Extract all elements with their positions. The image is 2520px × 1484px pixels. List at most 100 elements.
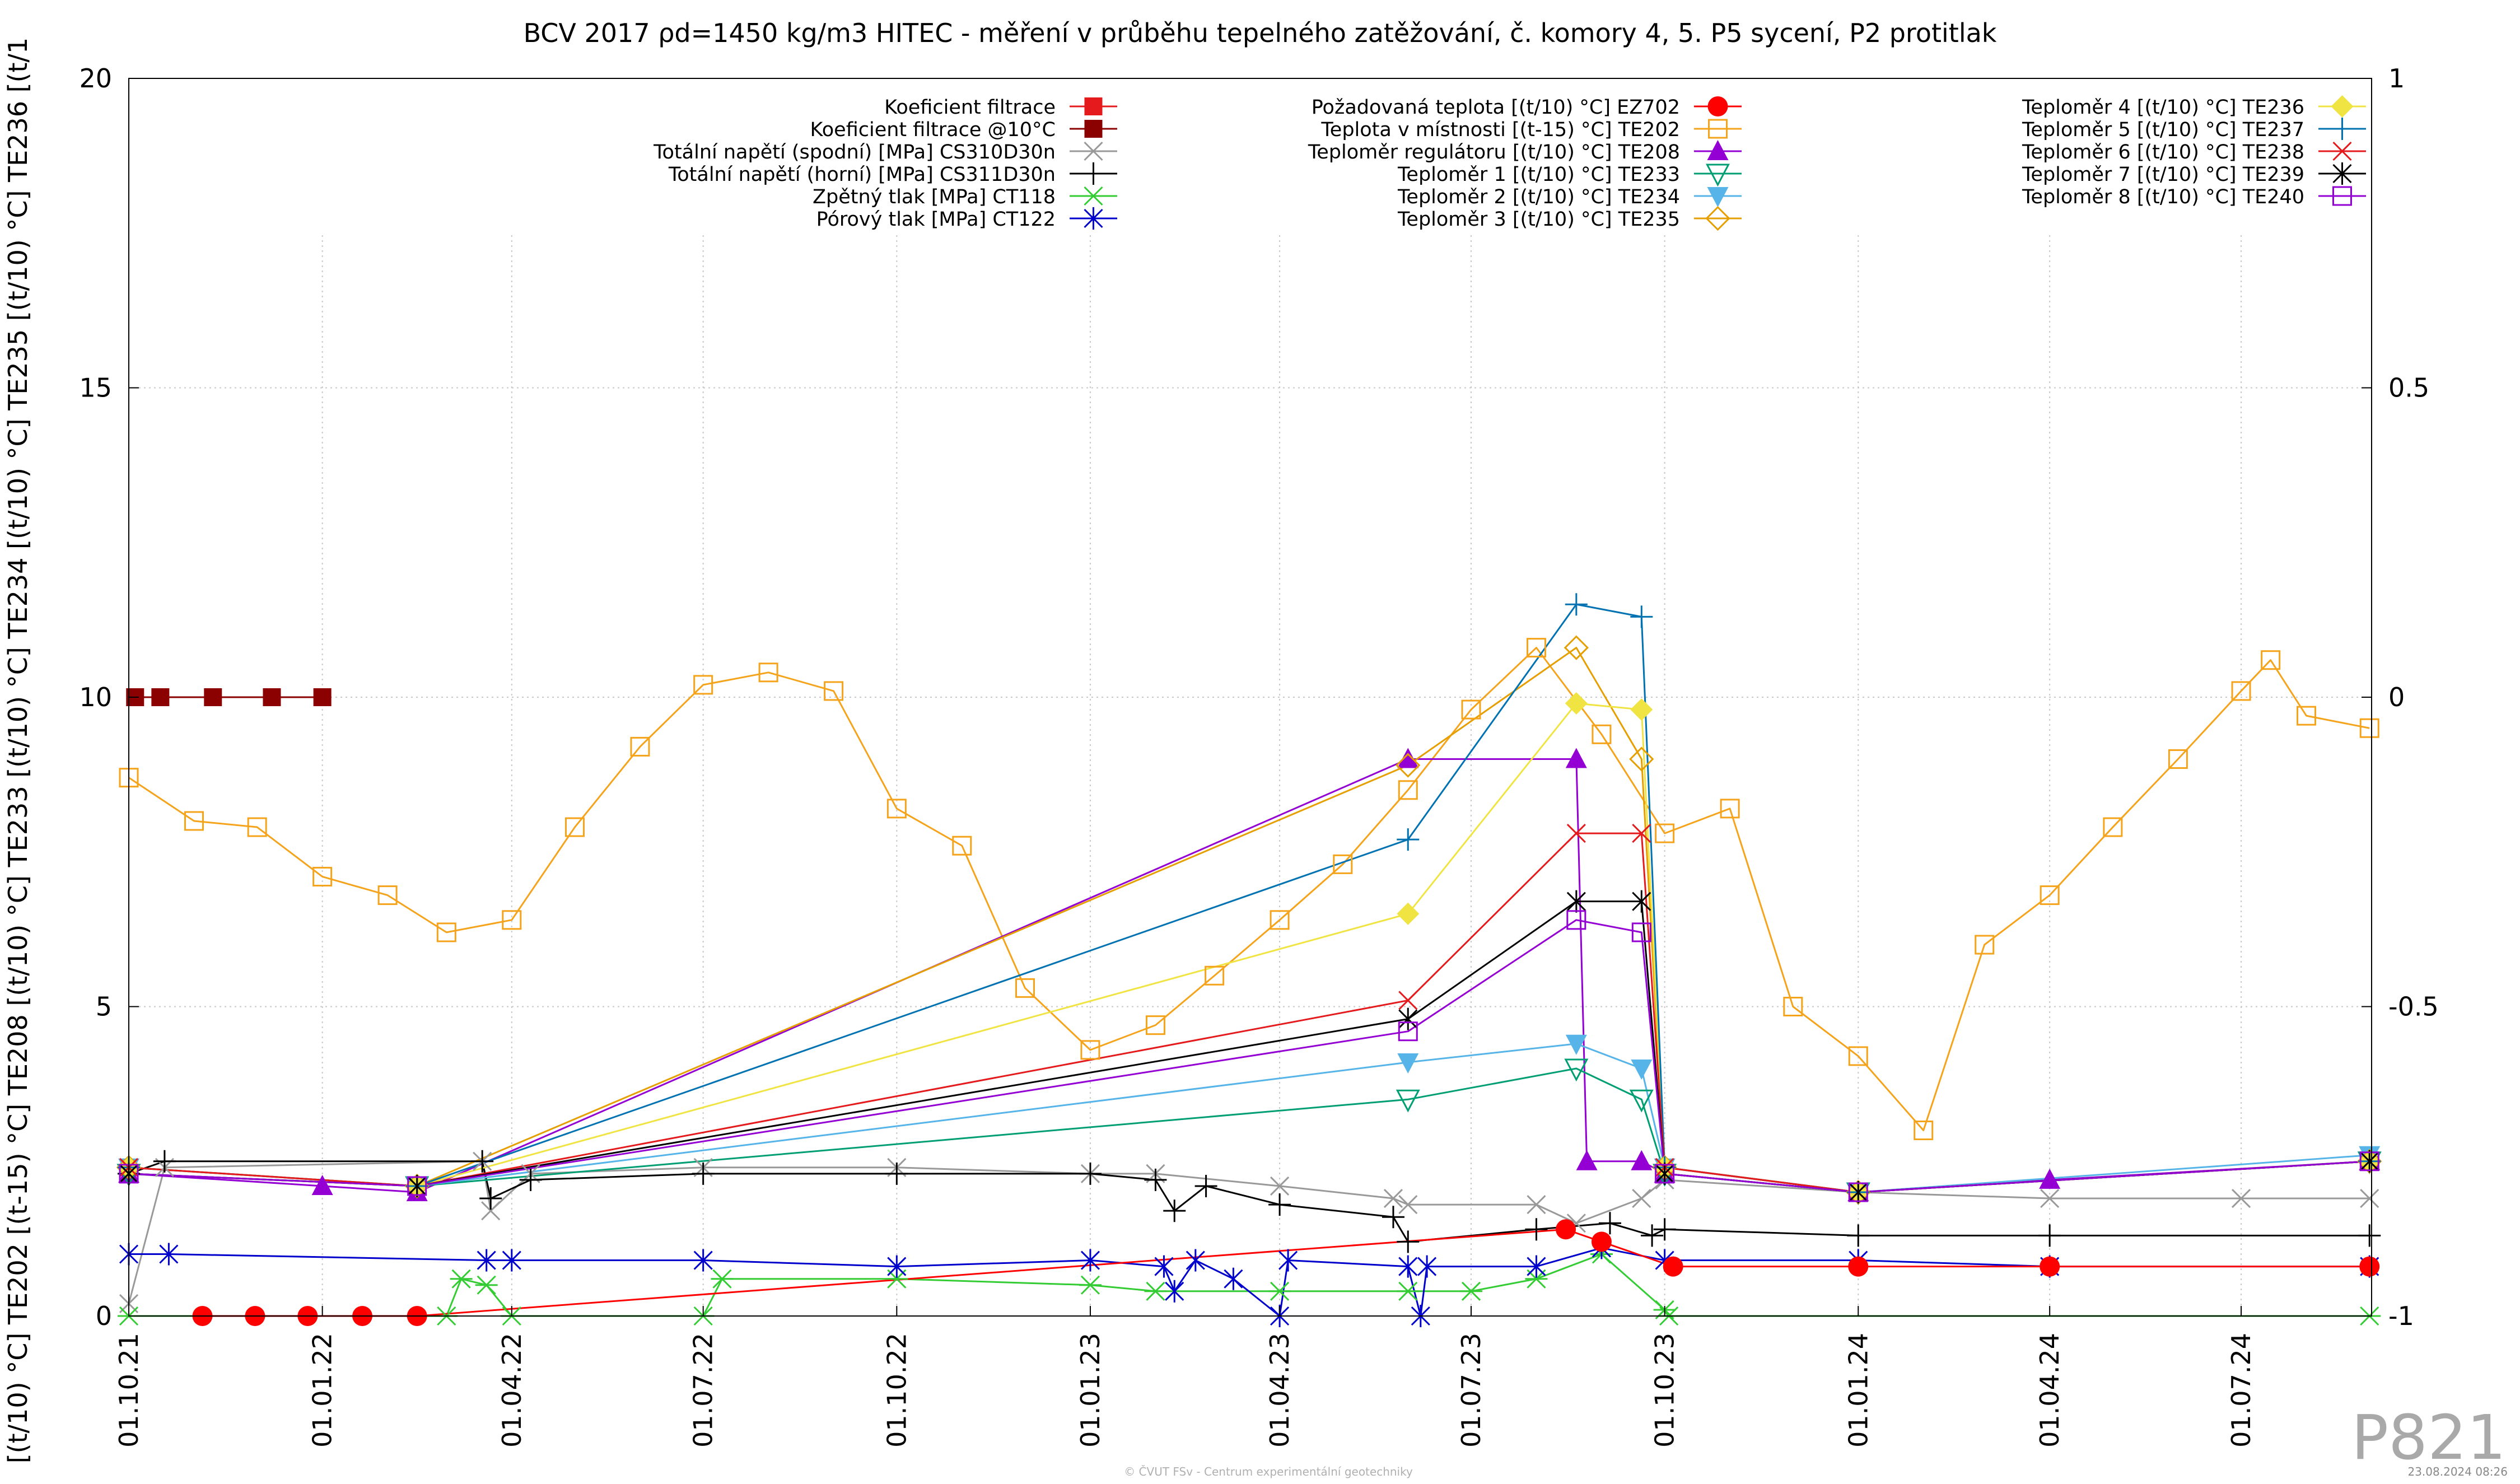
- legend-entry-6: Pórový tlak [MPa] CT122: [816, 207, 1117, 231]
- data-point-series-8-shape: [2040, 885, 2060, 906]
- data-point-series-8-shape: [1592, 724, 1612, 744]
- legend-swatch-marker-shape: [1707, 187, 1729, 207]
- data-point-series-17: [407, 1176, 427, 1196]
- data-point-series-8: [1205, 965, 1225, 986]
- legend-label: Koeficient filtrace: [884, 96, 1056, 119]
- legend-swatch-marker-shape: [1706, 164, 1730, 187]
- data-point-series-17-shape: [2359, 1151, 2379, 1172]
- y2-tick-label: 0.5: [2388, 373, 2429, 403]
- legend-swatch-marker: [2331, 95, 2354, 118]
- data-point-series-7-shape: [2359, 1256, 2380, 1277]
- data-point-series-2-shape: [263, 688, 281, 706]
- data-point-series-9: [1576, 1150, 1598, 1170]
- data-point-series-12: [1396, 753, 1421, 778]
- legend-entry-8: Teplota v místnosti [(t-15) °C] TE202: [1320, 119, 1742, 141]
- data-point-series-8: [1461, 699, 1481, 720]
- data-point-series-7-shape: [1591, 1231, 1612, 1252]
- legend-swatch-marker-shape: [2332, 186, 2352, 206]
- data-point-series-7-shape: [1663, 1256, 1683, 1277]
- data-point-series-3-stroke: [1383, 1188, 1403, 1208]
- data-point-series-11-shape: [1631, 1060, 1653, 1080]
- data-point-series-8: [2261, 650, 2281, 670]
- legend-swatch-marker: [1705, 206, 1730, 231]
- data-point-series-8-shape: [184, 811, 204, 831]
- data-point-series-10-shape: [1396, 1089, 1420, 1113]
- legend-swatch-marker-shape: [1705, 206, 1730, 231]
- data-point-series-13-shape: [1630, 698, 1653, 721]
- data-point-series-11-shape: [1565, 1034, 1587, 1055]
- data-point-series-4: [153, 1150, 176, 1173]
- chart-title: BCV 2017 ρd=1450 kg/m3 HITEC - měření v …: [524, 18, 1997, 48]
- data-point-series-8-shape: [377, 885, 398, 906]
- data-point-series-8-shape: [886, 799, 907, 819]
- data-point-series-8-shape: [312, 866, 333, 886]
- data-point-series-11: [1397, 1053, 1419, 1074]
- legend-swatch-marker-shape: [1084, 120, 1103, 138]
- legend-swatch-marker: [2332, 141, 2352, 161]
- legend-label: Teploměr 4 [(t/10) °C] TE236: [2022, 96, 2304, 119]
- legend-entry-1: Koeficient filtrace: [884, 96, 1117, 119]
- data-point-series-8-shape: [630, 736, 650, 757]
- x-tick-label: 01.07.22: [688, 1333, 718, 1448]
- series-line-6: [129, 1247, 2370, 1317]
- legend-entry-4: Totální napětí (horní) [MPa] CS311D30n: [668, 162, 1117, 186]
- data-point-series-2-shape: [151, 688, 170, 706]
- data-point-series-8: [693, 675, 713, 695]
- legend-label: Teploměr regulátoru [(t/10) °C] TE208: [1308, 141, 1680, 164]
- data-point-series-3-stroke: [1270, 1176, 1290, 1196]
- legend-label: Teploměr 8 [(t/10) °C] TE240: [2022, 186, 2304, 208]
- watermark: P821: [2351, 1402, 2506, 1473]
- legend-label: Teploměr 6 [(t/10) °C] TE238: [2022, 141, 2304, 164]
- data-point-series-9-shape: [1397, 748, 1419, 768]
- data-point-series-7: [1663, 1256, 1683, 1277]
- data-point-series-11: [1565, 1034, 1587, 1055]
- data-point-series-4: [692, 1162, 715, 1185]
- data-point-series-14: [1630, 605, 1653, 628]
- data-point-series-5: [1459, 1281, 1482, 1301]
- y-tick-label: 15: [79, 373, 112, 403]
- data-point-series-8-shape: [2297, 706, 2317, 726]
- data-point-series-8: [377, 885, 398, 906]
- data-point-series-8: [1914, 1121, 1934, 1140]
- data-point-series-4: [1382, 1206, 1404, 1229]
- data-point-series-13: [1630, 698, 1653, 721]
- data-point-series-14: [1565, 593, 1588, 616]
- data-point-series-13: [1565, 692, 1588, 715]
- data-point-series-4: [1268, 1193, 1291, 1216]
- legend-label: Totální napětí (spodní) [MPa] CS310D30n: [653, 141, 1056, 164]
- data-point-series-2: [263, 688, 281, 706]
- data-point-series-4: [2358, 1224, 2381, 1247]
- legend-entry-17: Teploměr 8 [(t/10) °C] TE240: [2022, 186, 2366, 208]
- data-point-series-3: [1527, 1195, 1546, 1215]
- data-point-series-8: [2040, 885, 2060, 906]
- y-tick-label: 10: [79, 682, 112, 712]
- data-point-series-8-shape: [1080, 1040, 1100, 1060]
- legend-swatch-marker-shape: [1708, 119, 1728, 139]
- data-point-series-8: [1592, 724, 1612, 744]
- data-point-series-8: [1975, 935, 1995, 955]
- data-point-series-8: [886, 799, 907, 819]
- data-point-series-8: [2297, 706, 2317, 726]
- data-point-series-5: [1268, 1281, 1291, 1301]
- data-point-series-17-shape: [407, 1176, 427, 1196]
- data-point-series-4: [2038, 1224, 2061, 1247]
- data-point-series-6: [477, 1249, 496, 1272]
- data-point-series-8-shape: [502, 910, 522, 930]
- data-point-series-16: [1655, 1162, 1674, 1185]
- data-point-series-7: [1591, 1231, 1612, 1252]
- data-point-series-6: [1417, 1255, 1437, 1278]
- data-point-series-8-shape: [1333, 854, 1353, 874]
- data-point-series-8-shape: [436, 922, 456, 942]
- data-point-series-10: [1629, 1089, 1654, 1113]
- legend-swatch-marker: [1082, 162, 1105, 185]
- legend-entry-12: Teploměr 3 [(t/10) °C] TE235: [1397, 206, 1742, 231]
- data-point-series-4: [1144, 1168, 1167, 1191]
- data-point-series-2-shape: [204, 688, 222, 706]
- legend-label: Teploměr 5 [(t/10) °C] TE237: [2022, 119, 2304, 141]
- legend-entry-7: Požadovaná teplota [(t/10) °C] EZ702: [1312, 96, 1742, 119]
- data-point-series-16: [1849, 1181, 1868, 1203]
- legend-label: Teploměr 7 [(t/10) °C] TE239: [2022, 164, 2304, 186]
- data-point-series-6: [1398, 1255, 1418, 1278]
